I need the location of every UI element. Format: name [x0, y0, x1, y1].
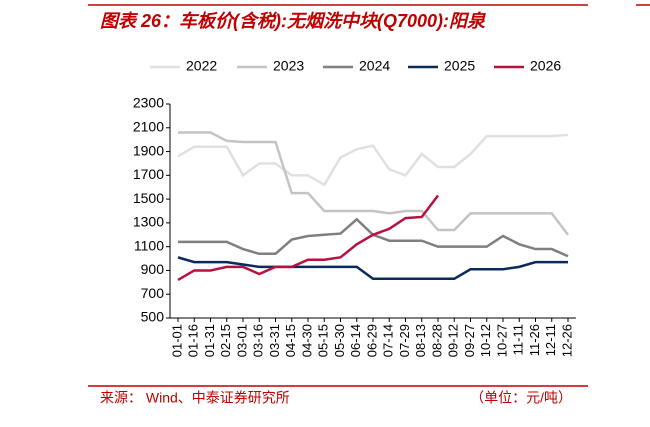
unit-note: （单位：元/吨） — [470, 390, 572, 406]
x-tick-label: 10-12 — [478, 324, 493, 357]
legend-label: 2024 — [359, 58, 390, 74]
x-tick-label: 11-26 — [527, 324, 542, 356]
x-tick-label: 12-11 — [543, 324, 558, 356]
series-line — [178, 217, 569, 258]
series-line — [178, 131, 569, 236]
x-tick-label: 07-29 — [397, 324, 412, 357]
x-tick-label: 12-26 — [559, 324, 574, 357]
series-line — [177, 133, 569, 187]
x-tick-label: 01-16 — [186, 324, 201, 357]
y-tick-label: 1300 — [133, 214, 164, 230]
y-tick-label: 500 — [141, 309, 165, 325]
x-tick-label: 11-11 — [511, 324, 526, 355]
x-tick-label: 01-01 — [169, 324, 184, 357]
y-tick-label: 1100 — [134, 237, 164, 253]
legend-label: 2023 — [273, 58, 304, 74]
x-tick-label: 06-14 — [348, 324, 363, 357]
x-tick-label: 09-12 — [446, 324, 461, 357]
x-tick-label: 02-15 — [218, 324, 233, 357]
x-tick-label: 01-31 — [202, 324, 217, 357]
x-tick-label: 05-30 — [332, 324, 347, 357]
legend-label: 2025 — [444, 58, 475, 74]
x-tick-label: 08-28 — [429, 324, 444, 357]
series-line — [177, 256, 568, 281]
source-note: 来源： Wind、中泰证券研究所 — [100, 390, 290, 406]
y-tick-label: 2100 — [133, 118, 164, 134]
x-tick-label: 06-29 — [364, 324, 379, 357]
x-tick-label: 08-13 — [413, 324, 428, 357]
x-tick-label: 03-01 — [234, 324, 249, 357]
x-tick-label: 10-27 — [494, 324, 509, 357]
x-tick-label: 09-27 — [462, 324, 477, 357]
chart-title: 图表 26：车板价(含税):无烟洗中块(Q7000):阳泉 — [100, 11, 486, 31]
x-tick-label: 03-31 — [267, 324, 282, 357]
x-tick-label: 07-14 — [381, 324, 396, 357]
y-tick-label: 2300 — [133, 95, 164, 111]
y-tick-label: 1900 — [133, 142, 164, 158]
x-tick-label: 04-30 — [299, 324, 314, 357]
legend-label: 2026 — [530, 58, 561, 74]
y-tick-label: 1500 — [133, 190, 164, 206]
y-tick-label: 700 — [141, 285, 165, 301]
x-tick-label: 03-16 — [251, 324, 266, 357]
y-tick-label: 900 — [141, 261, 165, 277]
x-tick-label: 05-15 — [316, 324, 331, 357]
series-line — [177, 194, 439, 282]
y-tick-label: 1700 — [133, 166, 164, 182]
x-tick-label: 04-15 — [283, 324, 298, 357]
legend-label: 2022 — [186, 58, 217, 74]
